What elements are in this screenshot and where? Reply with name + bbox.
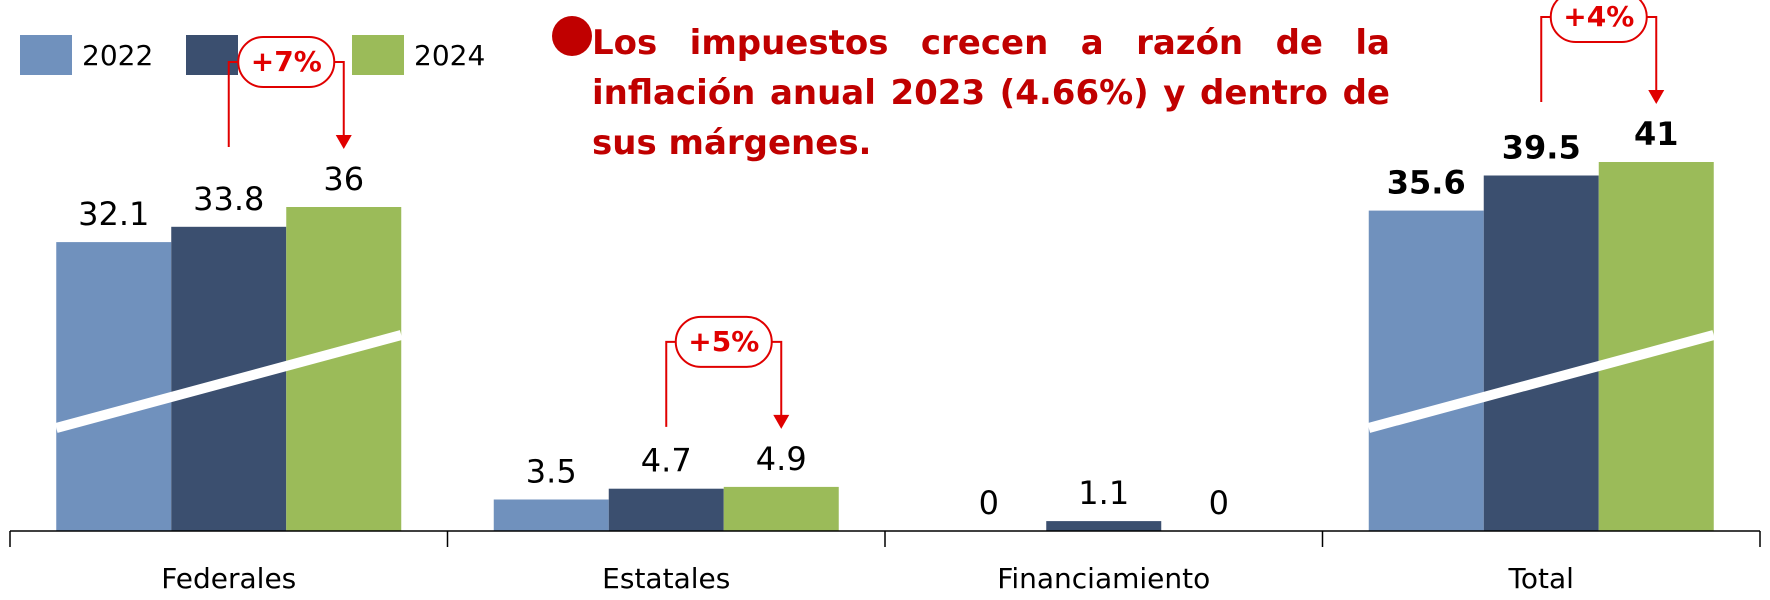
legend-swatch <box>186 35 238 75</box>
decor-stripe <box>1367 330 1716 433</box>
value-label: 1.1 <box>1078 474 1129 512</box>
annotation-arrowhead <box>335 135 352 149</box>
value-label: 36 <box>323 160 364 198</box>
bar <box>1483 175 1599 531</box>
annotation-arrowhead <box>773 414 790 429</box>
x-tick-label: Estatales <box>602 562 730 595</box>
value-label: 41 <box>1634 115 1679 153</box>
bar <box>493 499 609 531</box>
legend-label: 2022 <box>82 39 153 72</box>
decor-stripe <box>54 330 403 433</box>
legend-swatch <box>20 35 72 75</box>
x-tick-label: Financiamiento <box>997 562 1210 595</box>
x-tick-label: Total <box>1508 562 1574 595</box>
value-label: 39.5 <box>1502 129 1581 167</box>
annotation: +7% <box>251 45 322 78</box>
annotation-arrowhead <box>1648 90 1665 104</box>
annotation-box <box>674 315 773 368</box>
bullet <box>552 16 592 56</box>
annotation: +4% <box>1563 0 1634 33</box>
bar <box>723 486 839 531</box>
bar <box>286 207 402 531</box>
annotation-box <box>237 36 336 88</box>
value-label: 4.7 <box>641 442 692 480</box>
legend-label: 2024 <box>414 39 485 72</box>
annotation: +5% <box>688 325 759 358</box>
bar <box>608 488 724 531</box>
annotation-box <box>1549 0 1648 43</box>
value-label: 3.5 <box>526 453 577 491</box>
value-label: 4.9 <box>756 440 807 478</box>
bar <box>1046 521 1162 531</box>
note-text: Los impuestos crecen a razón de la infla… <box>592 23 1390 163</box>
value-label: 35.6 <box>1387 164 1466 202</box>
x-tick-label: Federales <box>161 562 296 595</box>
bar <box>1368 210 1484 531</box>
value-label: 0 <box>1209 484 1229 522</box>
legend-swatch <box>352 35 404 75</box>
bar <box>56 242 172 531</box>
value-label: 33.8 <box>193 180 264 218</box>
value-label: 32.1 <box>78 195 149 233</box>
value-label: 0 <box>979 484 999 522</box>
